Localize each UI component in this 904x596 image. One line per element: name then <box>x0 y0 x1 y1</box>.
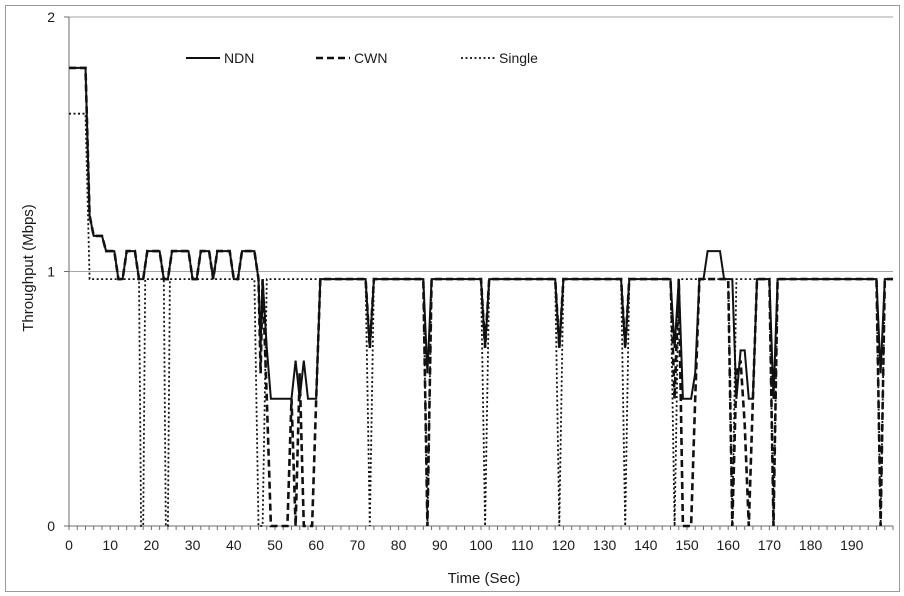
x-tick-label: 80 <box>391 537 407 553</box>
x-tick-label: 150 <box>675 537 699 553</box>
x-tick-label: 50 <box>267 537 283 553</box>
x-tick-label: 90 <box>432 537 448 553</box>
x-tick-label: 120 <box>552 537 576 553</box>
series-line-single <box>69 112 893 527</box>
x-tick-label: 70 <box>350 537 366 553</box>
legend: NDN CWN Single <box>186 50 538 66</box>
x-axis-label: Time (Sec) <box>448 570 521 587</box>
x-tick-label: 20 <box>144 537 160 553</box>
y-tick-label: 2 <box>47 9 55 25</box>
x-tick-label: 60 <box>308 537 324 553</box>
series-lines <box>69 66 893 528</box>
x-tick-label: 30 <box>185 537 201 553</box>
x-tick-label: 110 <box>511 537 534 553</box>
x-tick-label: 180 <box>799 537 823 553</box>
x-tick-label: 190 <box>840 537 864 553</box>
y-tick-label: 1 <box>47 264 55 280</box>
x-tick-label: 100 <box>469 537 493 553</box>
y-tick-label: 0 <box>47 518 55 534</box>
legend-label-ndn: NDN <box>224 50 254 66</box>
gridlines <box>69 16 893 272</box>
x-tick-label: 130 <box>593 537 617 553</box>
chart-frame: 0 1 2 0 10 20 30 40 50 60 70 80 90 100 110 120 130 140 150… <box>5 5 900 592</box>
x-tick-label: 40 <box>226 537 242 553</box>
y-axis-label: Throughput (Mbps) <box>20 204 37 332</box>
x-tick-label: 0 <box>65 537 73 553</box>
x-tick-label: 10 <box>102 537 118 553</box>
legend-label-cwn: CWN <box>354 50 387 66</box>
legend-label-single: Single <box>499 50 538 66</box>
x-tick-label: 170 <box>758 537 782 553</box>
series-line-cwn <box>69 66 893 528</box>
x-tick-label: 140 <box>634 537 658 553</box>
x-tick-label: 160 <box>717 537 741 553</box>
